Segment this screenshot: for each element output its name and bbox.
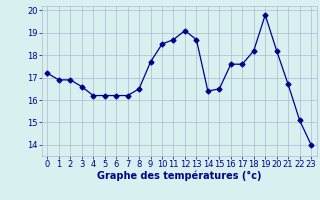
X-axis label: Graphe des températures (°c): Graphe des températures (°c) bbox=[97, 171, 261, 181]
